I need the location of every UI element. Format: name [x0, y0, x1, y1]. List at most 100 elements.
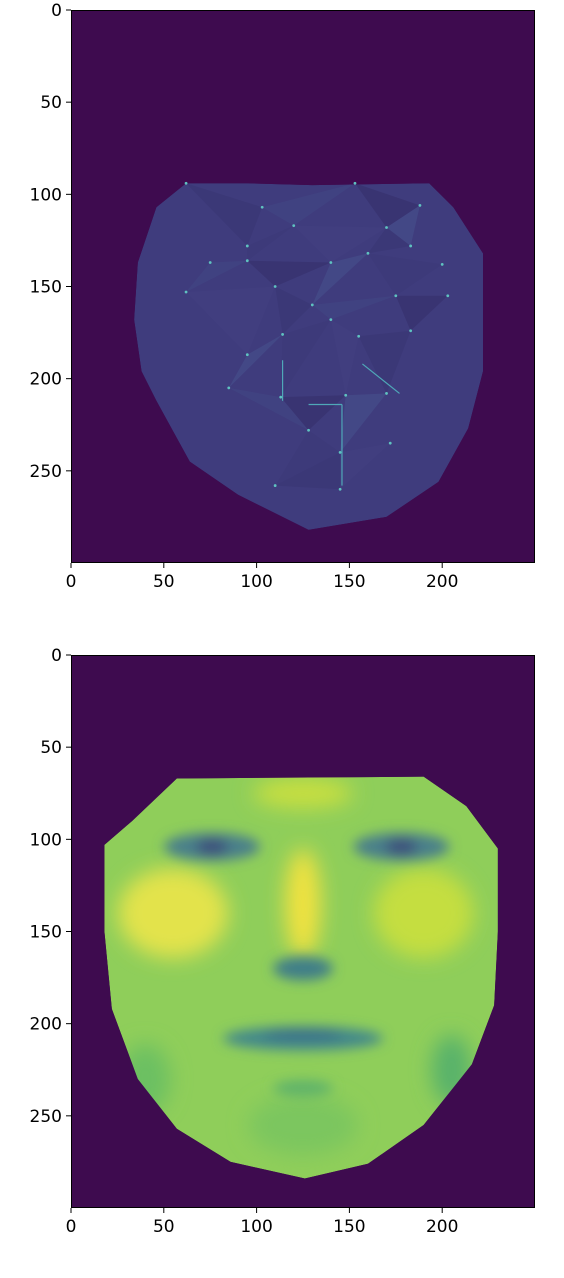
landmark-point — [245, 259, 249, 263]
mesh-triangle — [186, 183, 263, 246]
nose-base — [273, 956, 333, 981]
landmark-point — [281, 333, 284, 336]
x-tick-label: 100 — [240, 1217, 272, 1237]
y-tick-label: 100 — [30, 185, 62, 205]
landmark-point — [307, 428, 310, 432]
landmark-point — [184, 181, 188, 185]
left-eye — [196, 838, 229, 855]
heatmap-image — [71, 10, 535, 563]
mesh-triangle — [293, 225, 387, 263]
y-tick-label: 50 — [40, 93, 62, 113]
left-cheek — [118, 868, 229, 959]
mesh-triangle — [340, 443, 391, 490]
mesh-triangle — [275, 430, 341, 486]
landmark-point — [385, 392, 388, 395]
face-shading — [118, 778, 474, 1156]
y-tick-label: 200 — [30, 370, 62, 390]
lower-lip — [273, 1080, 333, 1097]
mesh-triangle — [228, 334, 283, 388]
landmark-point — [245, 353, 249, 357]
mesh-triangle — [358, 330, 411, 394]
landmark-point — [273, 484, 277, 487]
landmark-point — [409, 244, 413, 248]
landmark-point — [409, 329, 413, 333]
x-tick-label: 0 — [66, 1217, 77, 1237]
x-tick-label: 200 — [426, 572, 458, 592]
y-tick-label: 0 — [51, 646, 62, 666]
landmark-point — [329, 318, 333, 322]
mesh-triangle — [340, 393, 387, 453]
landmark-point — [184, 290, 188, 294]
chin — [248, 1095, 358, 1156]
y-tick-label: 150 — [30, 923, 62, 943]
y-tick-label: 0 — [51, 1, 62, 21]
landmark-point — [344, 393, 348, 397]
x-tick-label: 150 — [333, 572, 365, 592]
forehead — [253, 778, 353, 809]
right-eye — [385, 838, 418, 855]
mouth-line — [263, 1029, 343, 1040]
face-outside-mask — [71, 10, 535, 563]
x-tick-label: 50 — [153, 572, 175, 592]
landmark-point — [273, 285, 277, 288]
axes-frame — [71, 655, 535, 1208]
right-cheek — [373, 868, 474, 959]
mesh-triangle — [247, 225, 294, 261]
mesh-triangle — [312, 295, 396, 320]
mesh-edge — [362, 363, 400, 394]
landmark-point — [338, 451, 342, 454]
y-tick-label: 250 — [30, 1107, 62, 1127]
landmark-point — [357, 334, 361, 338]
x-tick-label: 200 — [426, 1217, 458, 1237]
y-tick-label: 150 — [30, 278, 62, 298]
mesh-triangle — [367, 253, 443, 296]
y-tick-label: 100 — [30, 830, 62, 850]
landmark-point — [329, 261, 333, 264]
landmark-point — [260, 205, 264, 209]
x-tick-label: 50 — [153, 1217, 175, 1237]
landmark-point — [353, 181, 357, 185]
mesh-triangle — [186, 260, 248, 293]
landmark-point — [292, 224, 296, 228]
mesh-triangle — [395, 295, 448, 331]
mesh-triangle — [367, 227, 411, 254]
mesh-triangle — [386, 205, 420, 246]
face-features — [164, 832, 450, 1097]
heatmap-panel-1: 0 50 100 150 200 0 50 100 150 200 250 — [30, 1, 535, 592]
heatmap-image — [71, 655, 535, 1208]
nose-bridge — [285, 848, 321, 959]
landmark-point — [388, 441, 392, 445]
heatmap-panel-2: 0 50 100 150 200 0 50 100 150 200 250 — [30, 646, 535, 1237]
landmark-point — [245, 244, 249, 248]
y-tick-label: 50 — [40, 738, 62, 758]
mesh-triangle — [275, 452, 341, 490]
landmark-points — [184, 181, 450, 491]
landmark-point — [227, 386, 231, 390]
axes-frame — [71, 10, 535, 563]
landmark-point — [279, 395, 283, 399]
mesh-triangle — [330, 319, 359, 396]
landmark-point — [208, 261, 212, 264]
y-tick-label: 250 — [30, 462, 62, 482]
landmark-point — [385, 226, 388, 229]
landmark-point — [440, 262, 444, 266]
mesh-triangle — [247, 260, 331, 287]
mesh-triangle — [186, 286, 276, 355]
mesh-triangle — [262, 183, 355, 226]
y-tick-label: 200 — [30, 1015, 62, 1035]
landmark-point — [446, 294, 450, 298]
mesh-triangle — [354, 183, 420, 228]
mesh-triangle — [275, 286, 313, 335]
landmark-point — [338, 487, 342, 491]
mesh-triangle — [228, 387, 309, 431]
face-outside-mask — [71, 655, 535, 1208]
mesh-triangle — [280, 319, 331, 398]
x-tick-label: 150 — [333, 1217, 365, 1237]
landmark-point — [418, 203, 422, 207]
landmark-point — [310, 303, 314, 307]
x-tick-label: 100 — [240, 572, 272, 592]
mesh-triangle — [312, 253, 368, 305]
landmark-point — [394, 294, 398, 298]
